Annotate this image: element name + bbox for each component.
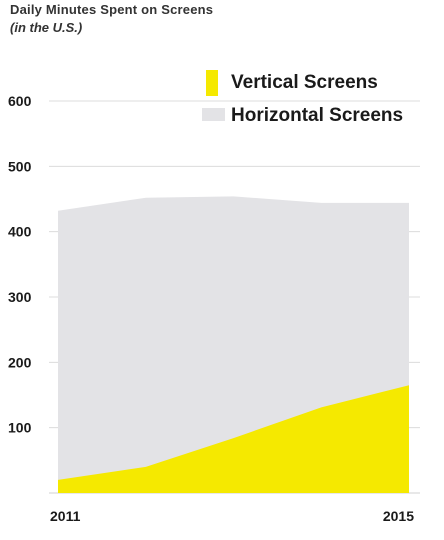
legend-swatch-horizontal-screens (202, 108, 225, 121)
chart-subtitle: (in the U.S.) (10, 20, 83, 35)
x-tick-label-last: 2015 (383, 508, 414, 524)
y-tick-label-400: 400 (8, 224, 32, 240)
legend: Vertical Screens Horizontal Screens (202, 70, 403, 126)
area-vertical-screens (58, 385, 409, 493)
y-tick-label-200: 200 (8, 354, 32, 370)
legend-swatch-vertical-screens (206, 70, 218, 96)
axis-labels: 100 200 300 400 500 600 2011 2015 (8, 93, 414, 524)
y-tick-label-300: 300 (8, 289, 32, 305)
y-tick-label-600: 600 (8, 93, 32, 109)
y-tick-label-500: 500 (8, 158, 32, 174)
x-tick-label-first: 2011 (50, 508, 81, 524)
y-tick-label-100: 100 (8, 420, 32, 436)
chart-title: Daily Minutes Spent on Screens (10, 2, 214, 17)
series-areas (58, 196, 409, 493)
legend-label-horizontal-screens: Horizontal Screens (231, 105, 403, 126)
legend-label-vertical-screens: Vertical Screens (231, 72, 378, 93)
